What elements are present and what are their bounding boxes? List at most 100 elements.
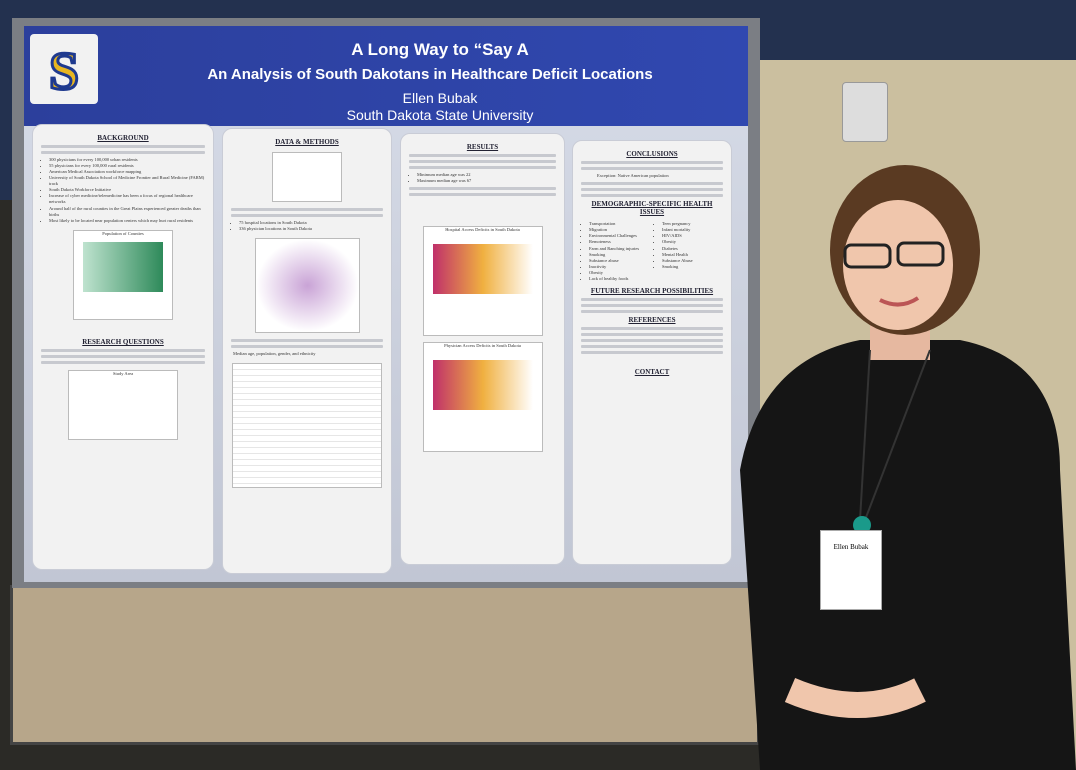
text-line [581, 303, 723, 307]
bullet: Obesity [589, 270, 652, 276]
map: Physician Access Deficits in South Dakot… [422, 342, 543, 453]
poster-title: A Long Way to “Say A [351, 40, 529, 59]
svg-text:S: S [49, 41, 79, 101]
text-line [231, 208, 383, 211]
badge: Ellen Bubak [820, 530, 882, 610]
note: Median age, population, gender, and ethn… [233, 351, 316, 357]
bullet: Teen pregnancy [662, 221, 725, 227]
text-line [231, 345, 383, 349]
map-fill [432, 244, 533, 295]
bullet: Substance Abuse [662, 258, 725, 264]
poster-subtitle: An Analysis of South Dakotans in Healthc… [207, 66, 653, 83]
text-line [41, 145, 205, 148]
text-line [409, 154, 556, 157]
panel-methods: DATA & METHODS 75 hospital locations in … [222, 128, 392, 574]
bullet: Environmental Challenges [589, 233, 652, 239]
bullet: Lack of healthy foods [589, 276, 652, 282]
text-line [581, 350, 723, 354]
map [254, 238, 360, 334]
text-line [581, 188, 723, 192]
affiliation: South Dakota State University [346, 107, 534, 123]
map-title: Study Area [112, 370, 134, 376]
bullet: 336 physician locations in South Dakota [239, 226, 385, 232]
text-line [41, 360, 205, 364]
text-line [409, 193, 556, 197]
text-line [409, 160, 556, 163]
text-line [581, 182, 723, 186]
bullet: Substance abuse [589, 258, 652, 264]
panel-background: BACKGROUND 300 physicians for every 100,… [32, 124, 214, 570]
text-line [41, 354, 205, 358]
bullet: Transportation [589, 221, 652, 227]
bullet: South Dakota Workforce Initiative [49, 187, 207, 193]
text-line [581, 161, 723, 164]
bullet-list: TransportationMigrationEnvironmental Cha… [589, 221, 652, 282]
bullet: Around half of the rural counties in the… [49, 206, 207, 218]
section-heading: BACKGROUND [97, 134, 149, 142]
section-heading: FUTURE RESEARCH POSSIBILITIES [590, 286, 714, 295]
table [272, 152, 342, 202]
bullet: Remoteness [589, 239, 652, 245]
bullet: Smoking [589, 252, 652, 258]
text-line [581, 338, 723, 342]
text-line [409, 166, 556, 169]
section-heading: DATA & METHODS [275, 138, 339, 146]
map-fill [83, 241, 163, 292]
bullet-list: Teen pregnancyInfant mortalityHIV/AIDSOb… [662, 221, 725, 282]
bullet: HIV/AIDS [662, 233, 725, 239]
bullet: University of South Dakota School of Med… [49, 175, 207, 187]
map-title: Population of Counties [102, 230, 144, 236]
thermostat [842, 82, 888, 142]
section-heading: CONCLUSIONS [626, 150, 678, 158]
bullet: American Medical Association workforce m… [49, 169, 207, 175]
bullet: Infant mortality [662, 227, 725, 233]
bullet: Farm and Ranching injuries [589, 246, 652, 252]
panel-conclusions: CONCLUSIONS Exception: Native American p… [572, 140, 732, 565]
bullet: 55 physicians for every 100,000 rural re… [49, 163, 207, 169]
bullet: Inactivity [589, 264, 652, 270]
logo: S [30, 34, 98, 104]
bullet: Mental Health [662, 252, 725, 258]
text-line [581, 297, 723, 301]
text-line [41, 348, 205, 352]
text-line [41, 151, 205, 154]
map-title: Hospital Access Deficits in South Dakota [445, 227, 520, 233]
bullet: Diabetes [662, 246, 725, 252]
section-heading: RESEARCH QUESTIONS [82, 337, 164, 346]
author: Ellen Bubak [402, 90, 478, 106]
bullet: 75 hospital locations in South Dakota [239, 220, 385, 226]
bullet-list: 75 hospital locations in South Dakota336… [239, 220, 385, 232]
header-band [24, 26, 748, 126]
text-line [581, 326, 723, 330]
bullet: Most likely to be located near populatio… [49, 218, 207, 224]
map: Population of Counties [73, 229, 173, 320]
bullet: Smoking [662, 264, 725, 270]
bullet-list: 300 physicians for every 100,000 urban r… [49, 157, 207, 224]
bullet: Minimum median age was 22 [417, 172, 558, 178]
text-line [409, 187, 556, 191]
bullet: Migration [589, 227, 652, 233]
issue-columns: TransportationMigrationEnvironmental Cha… [579, 219, 725, 284]
section-heading: DEMOGRAPHIC-SPECIFIC HEALTH ISSUES [591, 200, 713, 217]
map-fill [432, 360, 533, 411]
text-line [231, 214, 383, 217]
corkboard [10, 585, 760, 745]
note: Exception: Native American population [597, 173, 669, 178]
logo-mark: S [47, 40, 80, 103]
map: Hospital Access Deficits in South Dakota [422, 226, 543, 337]
map: Study Area [68, 369, 178, 440]
badge-name: Ellen Bubak [833, 543, 869, 551]
bullet-list: Minimum median age was 22Maximum median … [417, 172, 558, 184]
table [232, 363, 382, 489]
bullet: 300 physicians for every 100,000 urban r… [49, 157, 207, 163]
panel-results: RESULTS Minimum median age was 22Maximum… [400, 133, 565, 565]
text-line [581, 194, 723, 198]
map-title: Physician Access Deficits in South Dakot… [444, 343, 521, 349]
bullet: Increase of cyber medicine/telemedicine … [49, 193, 207, 205]
bullet: Obesity [662, 239, 725, 245]
bullet: Maximum median age was 67 [417, 178, 558, 184]
text-line [581, 167, 723, 170]
section-heading: RESULTS [466, 143, 499, 151]
